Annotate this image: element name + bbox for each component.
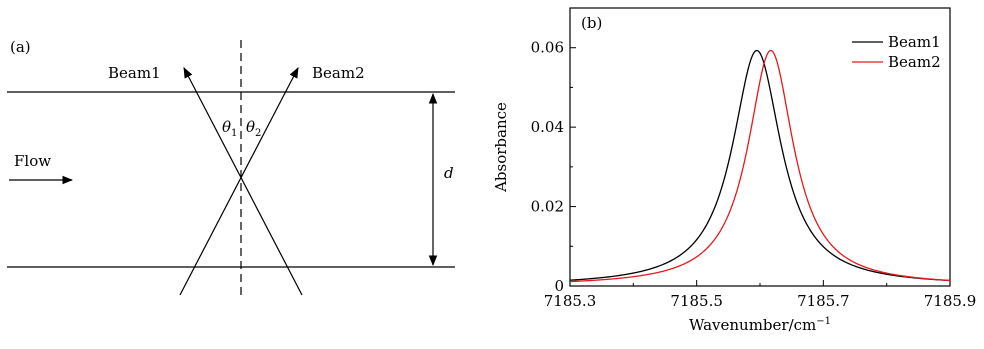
y-tick-label: 0.06 [531, 39, 564, 57]
theta2-subscript: 2 [255, 128, 261, 139]
distance-label: d [444, 164, 454, 182]
legend: Beam1 Beam2 [852, 33, 941, 71]
y-axis-ticks: 0 0.02 0.04 0.06 [531, 39, 576, 295]
legend-label: Beam1 [888, 33, 941, 51]
y-tick-label: 0 [554, 277, 564, 295]
theta1-subscript: 1 [231, 128, 237, 139]
panel-b: (b) 7185.3 7185.5 7185.7 7185.9 0 0.02 0.04 0.… [492, 7, 977, 334]
panel-b-label: (b) [581, 14, 602, 32]
series-line-beam2 [569, 49, 951, 283]
series-group [569, 49, 951, 283]
y-axis-label: Absorbance [492, 102, 510, 193]
x-axis-label: Wavenumber/cm−1 [689, 316, 831, 334]
y-tick-label: 0.04 [531, 118, 564, 136]
series-line-beam1 [569, 49, 951, 282]
theta2-symbol: θ [246, 118, 255, 136]
theta1-symbol: θ [222, 118, 231, 136]
beam2-label: Beam2 [312, 64, 365, 82]
flow-label: Flow [14, 152, 51, 170]
beam1-label: Beam1 [108, 64, 161, 82]
beam2-line [179, 67, 299, 296]
beam1-line [183, 67, 303, 296]
x-axis-label-text: Wavenumber/cm [689, 316, 816, 334]
x-tick-label: 7185.3 [544, 292, 597, 310]
y-tick-label: 0.02 [531, 198, 564, 216]
panel-a-label: (a) [10, 38, 31, 56]
panel-a: (a) Beam1 Beam2 θ1 θ2 Flow d [7, 38, 455, 297]
x-axis-label-superscript: −1 [816, 316, 831, 327]
x-axis-ticks: 7185.3 7185.5 7185.7 7185.9 [544, 280, 977, 310]
x-tick-label: 7185.7 [797, 292, 850, 310]
legend-label: Beam2 [888, 53, 941, 71]
theta2-label: θ2 [246, 118, 261, 139]
x-tick-label: 7185.5 [670, 292, 723, 310]
x-tick-label: 7185.9 [924, 292, 977, 310]
theta1-label: θ1 [222, 118, 237, 139]
